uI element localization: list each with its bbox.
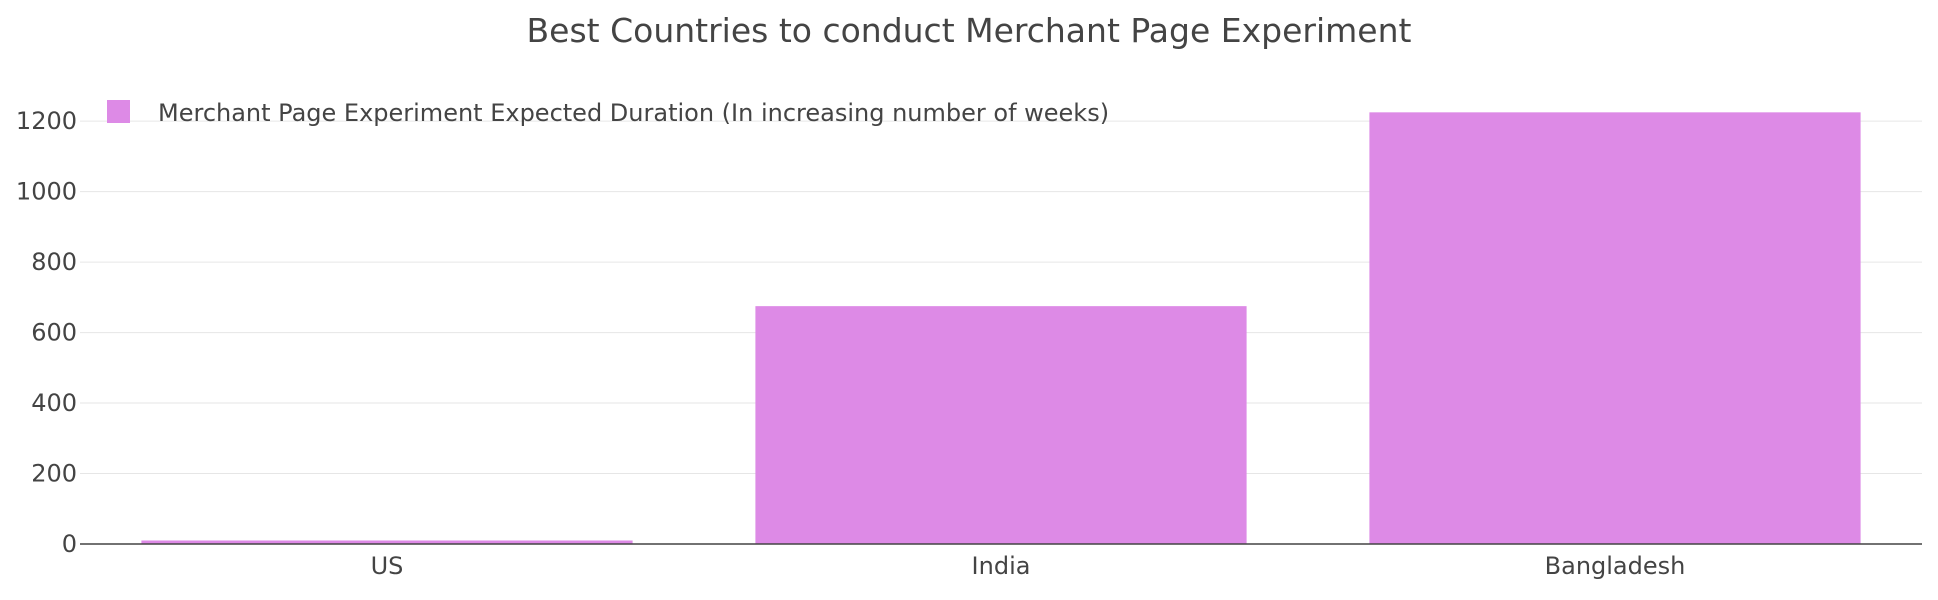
y-tick-label: 800	[31, 248, 77, 276]
y-tick-label: 200	[31, 460, 77, 488]
x-axis-ticks: US India Bangladesh	[371, 552, 1686, 580]
bar-india[interactable]	[755, 306, 1247, 544]
x-tick-label: US	[371, 552, 404, 580]
y-tick-label: 1000	[16, 178, 77, 206]
y-axis-ticks: 0 200 400 600 800 1000 1200	[16, 107, 77, 558]
y-tick-label: 600	[31, 319, 77, 347]
x-tick-label: Bangladesh	[1545, 552, 1686, 580]
bars	[141, 112, 1861, 544]
y-tick-label: 0	[62, 530, 77, 558]
y-tick-label: 1200	[16, 107, 77, 135]
bar-us[interactable]	[141, 540, 633, 544]
y-tick-label: 400	[31, 389, 77, 417]
bar-bangladesh[interactable]	[1369, 112, 1861, 544]
x-tick-label: India	[972, 552, 1031, 580]
chart-title: Best Countries to conduct Merchant Page …	[527, 11, 1412, 50]
legend[interactable]: Merchant Page Experiment Expected Durati…	[107, 99, 1109, 127]
legend-label: Merchant Page Experiment Expected Durati…	[158, 99, 1109, 127]
legend-swatch	[107, 100, 130, 123]
